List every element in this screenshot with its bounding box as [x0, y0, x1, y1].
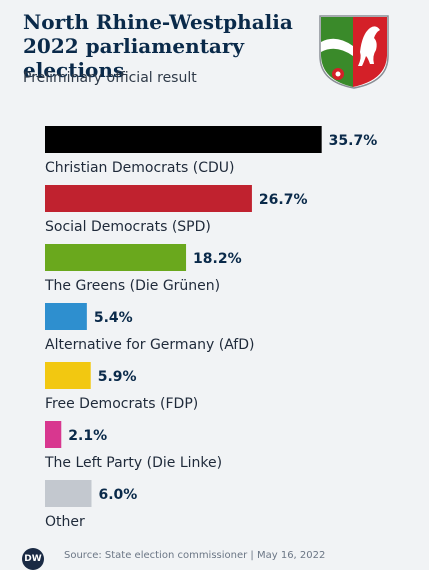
- value-label-5: 2.1%: [68, 428, 107, 444]
- category-label-4: Free Democrats (FDP): [45, 396, 198, 412]
- category-label-0: Christian Democrats (CDU): [45, 160, 234, 176]
- bar-4: [45, 362, 91, 389]
- bar-6: [45, 480, 92, 507]
- bar-chart: 35.7% Christian Democrats (CDU) 26.7% Socia…: [44, 126, 378, 530]
- value-label-1: 26.7%: [259, 192, 308, 208]
- bar-1: [45, 185, 252, 212]
- value-label-6: 6.0%: [99, 487, 138, 503]
- value-label-3: 5.4%: [94, 310, 133, 326]
- footer: DW Source: State election commissioner |…: [22, 548, 422, 570]
- bar-3: [45, 303, 87, 330]
- category-label-5: The Left Party (Die Linke): [44, 455, 222, 471]
- chart-title: North Rhine-Westphalia 2022 parliamentar…: [23, 10, 293, 82]
- value-label-2: 18.2%: [193, 251, 242, 267]
- chart-subtitle: Preliminary official result: [23, 70, 197, 86]
- bar-0: [45, 126, 322, 153]
- category-label-6: Other: [45, 514, 85, 530]
- bar-5: [45, 421, 62, 448]
- category-label-2: The Greens (Die Grünen): [44, 278, 220, 294]
- nrw-coat-of-arms-icon: [319, 15, 389, 89]
- category-label-3: Alternative for Germany (AfD): [45, 337, 254, 353]
- bar-2: [45, 244, 187, 271]
- dw-logo: DW: [22, 548, 44, 570]
- category-label-1: Social Democrats (SPD): [45, 219, 211, 235]
- source-note: Source: State election commissioner | Ma…: [64, 550, 326, 561]
- value-label-4: 5.9%: [98, 369, 137, 385]
- value-label-0: 35.7%: [329, 133, 378, 149]
